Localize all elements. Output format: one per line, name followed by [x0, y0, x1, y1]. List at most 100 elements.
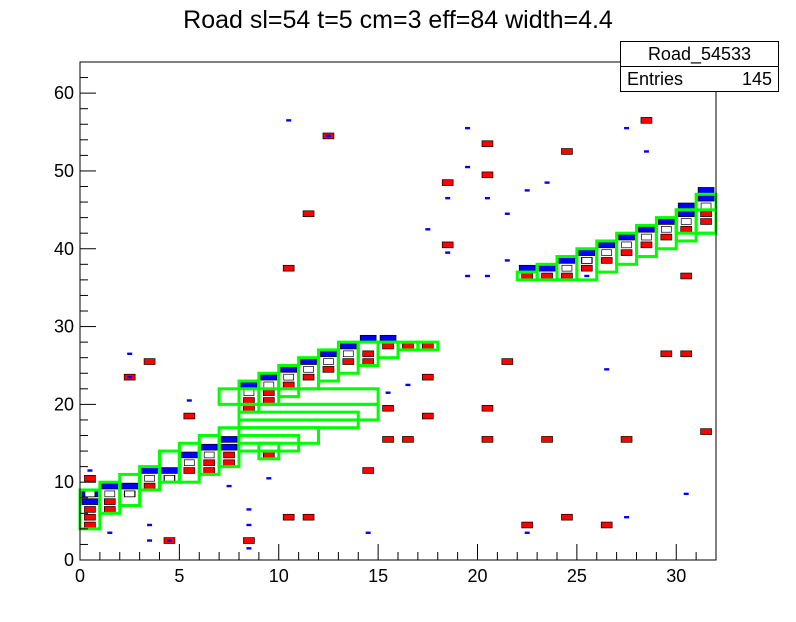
blue-cell: [340, 342, 357, 350]
red-cell: [203, 467, 216, 474]
blue-cell: [121, 482, 138, 490]
blue-cell: [200, 443, 218, 451]
blue-mark: [127, 352, 133, 355]
red-cell: [84, 521, 96, 529]
red-cell: [402, 342, 414, 350]
blue-mark: [246, 508, 252, 511]
stats-box: Road_54533 Entries 145: [620, 41, 779, 92]
road-box: [257, 441, 281, 461]
red-cell: [580, 264, 593, 272]
blue-mark: [643, 150, 649, 153]
road-box: [237, 434, 301, 453]
red-cell: [362, 358, 375, 365]
white-cell: [263, 381, 275, 389]
white-cell: [303, 366, 314, 373]
blue-mark: [504, 212, 510, 215]
white-cell: [342, 350, 354, 358]
stats-histogram-name: Road_54533: [621, 42, 778, 67]
red-cell: [362, 350, 375, 358]
red-cell: [282, 264, 295, 272]
blue-cell: [658, 218, 675, 225]
blue-mark: [445, 251, 451, 254]
blue-mark: [325, 134, 331, 138]
blue-cell: [81, 498, 99, 505]
blue-mark: [465, 126, 471, 130]
y-tick-label: 30: [54, 317, 74, 337]
blue-mark: [425, 228, 431, 231]
red-cell: [103, 506, 116, 513]
blue-mark: [504, 259, 510, 262]
x-tick-label: 15: [368, 566, 388, 586]
red-cell: [481, 171, 494, 179]
red-cell: [302, 513, 315, 521]
white-cell: [660, 226, 672, 233]
red-cell: [521, 272, 534, 280]
red-cell: [421, 412, 434, 420]
red-cell: [183, 412, 196, 420]
white-cell: [183, 459, 195, 467]
red-cell: [561, 513, 573, 521]
red-cell: [143, 482, 156, 490]
red-cell: [620, 249, 633, 256]
road-boxes-layer: [78, 192, 718, 531]
blue-cell: [518, 264, 536, 272]
blue-mark: [87, 469, 93, 472]
red-cell: [600, 521, 613, 529]
white-cell: [124, 490, 136, 498]
red-cell: [700, 218, 712, 225]
blue-mark: [465, 165, 471, 169]
blue-cell: [538, 264, 556, 272]
x-tick-label: 25: [567, 566, 587, 586]
red-cell: [481, 140, 494, 147]
blue-mark: [484, 196, 490, 200]
blue-cell: [161, 467, 178, 474]
red-cell: [561, 272, 573, 280]
blue-mark: [405, 383, 411, 387]
red-cell: [680, 350, 693, 358]
white-cell: [164, 475, 175, 482]
blue-mark: [524, 189, 530, 192]
red-cell: [84, 475, 96, 482]
red-cell: [541, 272, 553, 280]
blue-cell: [598, 241, 615, 249]
red-cell: [382, 342, 394, 350]
blue-cell: [379, 334, 397, 342]
red-cell: [262, 451, 275, 459]
blue-cell: [220, 436, 238, 443]
red-cell: [501, 358, 514, 365]
red-cell: [203, 459, 216, 467]
blue-cell: [300, 358, 317, 365]
blue-mark: [604, 368, 610, 371]
blue-cell: [220, 443, 238, 451]
blue-mark: [246, 547, 252, 550]
red-cell: [700, 428, 712, 435]
chart-title: Road sl=54 t=5 cm=3 eff=84 width=4.4: [183, 6, 613, 34]
red-cell: [660, 350, 673, 358]
red-cell: [223, 451, 235, 459]
blue-mark: [246, 523, 252, 527]
red-cell: [660, 233, 673, 241]
y-tick-label: 50: [54, 161, 74, 181]
white-cell: [601, 249, 613, 256]
road-box: [118, 472, 142, 508]
red-cell: [421, 373, 434, 381]
y-tick-label: 60: [54, 83, 74, 103]
white-cell: [621, 241, 632, 249]
red-cell: [243, 537, 255, 544]
red-cell: [322, 366, 335, 373]
blue-mark: [286, 119, 292, 122]
red-cell: [481, 436, 494, 443]
red-cell: [262, 389, 275, 396]
blue-cell: [578, 249, 596, 256]
plot-frame-layer: [79, 61, 717, 561]
blue-mark: [584, 274, 590, 278]
blue-mark: [365, 531, 371, 534]
blue-mark: [166, 539, 172, 542]
white-cell: [561, 264, 573, 272]
blue-cell: [677, 210, 695, 218]
red-cell: [143, 358, 156, 365]
blue-mark: [226, 484, 232, 488]
cells-layer: [81, 117, 715, 550]
red-cell: [441, 241, 454, 249]
red-cell: [84, 506, 96, 513]
